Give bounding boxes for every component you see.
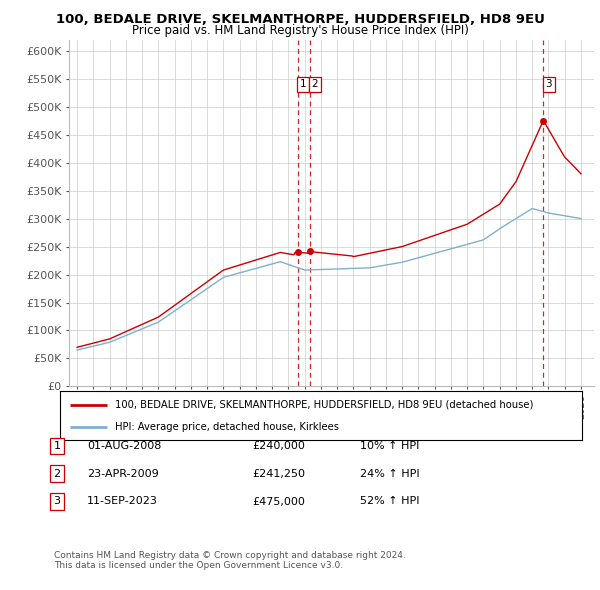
Text: 52% ↑ HPI: 52% ↑ HPI [360, 497, 419, 506]
Text: Price paid vs. HM Land Registry's House Price Index (HPI): Price paid vs. HM Land Registry's House … [131, 24, 469, 37]
Text: 1: 1 [53, 441, 61, 451]
Text: 100, BEDALE DRIVE, SKELMANTHORPE, HUDDERSFIELD, HD8 9EU (detached house): 100, BEDALE DRIVE, SKELMANTHORPE, HUDDER… [115, 399, 533, 409]
Text: HPI: Average price, detached house, Kirklees: HPI: Average price, detached house, Kirk… [115, 422, 339, 432]
Text: 2: 2 [311, 79, 318, 89]
Text: 23-APR-2009: 23-APR-2009 [87, 469, 159, 478]
Text: 3: 3 [545, 79, 552, 89]
Text: 2: 2 [53, 469, 61, 478]
Text: £240,000: £240,000 [252, 441, 305, 451]
Text: 3: 3 [53, 497, 61, 506]
Text: £475,000: £475,000 [252, 497, 305, 506]
Text: 1: 1 [300, 79, 307, 89]
Text: 24% ↑ HPI: 24% ↑ HPI [360, 469, 419, 478]
Text: Contains HM Land Registry data © Crown copyright and database right 2024.: Contains HM Land Registry data © Crown c… [54, 551, 406, 560]
Text: 100, BEDALE DRIVE, SKELMANTHORPE, HUDDERSFIELD, HD8 9EU: 100, BEDALE DRIVE, SKELMANTHORPE, HUDDER… [56, 13, 544, 26]
Text: 01-AUG-2008: 01-AUG-2008 [87, 441, 161, 451]
Text: This data is licensed under the Open Government Licence v3.0.: This data is licensed under the Open Gov… [54, 560, 343, 569]
Text: 11-SEP-2023: 11-SEP-2023 [87, 497, 158, 506]
Text: 10% ↑ HPI: 10% ↑ HPI [360, 441, 419, 451]
Text: £241,250: £241,250 [252, 469, 305, 478]
